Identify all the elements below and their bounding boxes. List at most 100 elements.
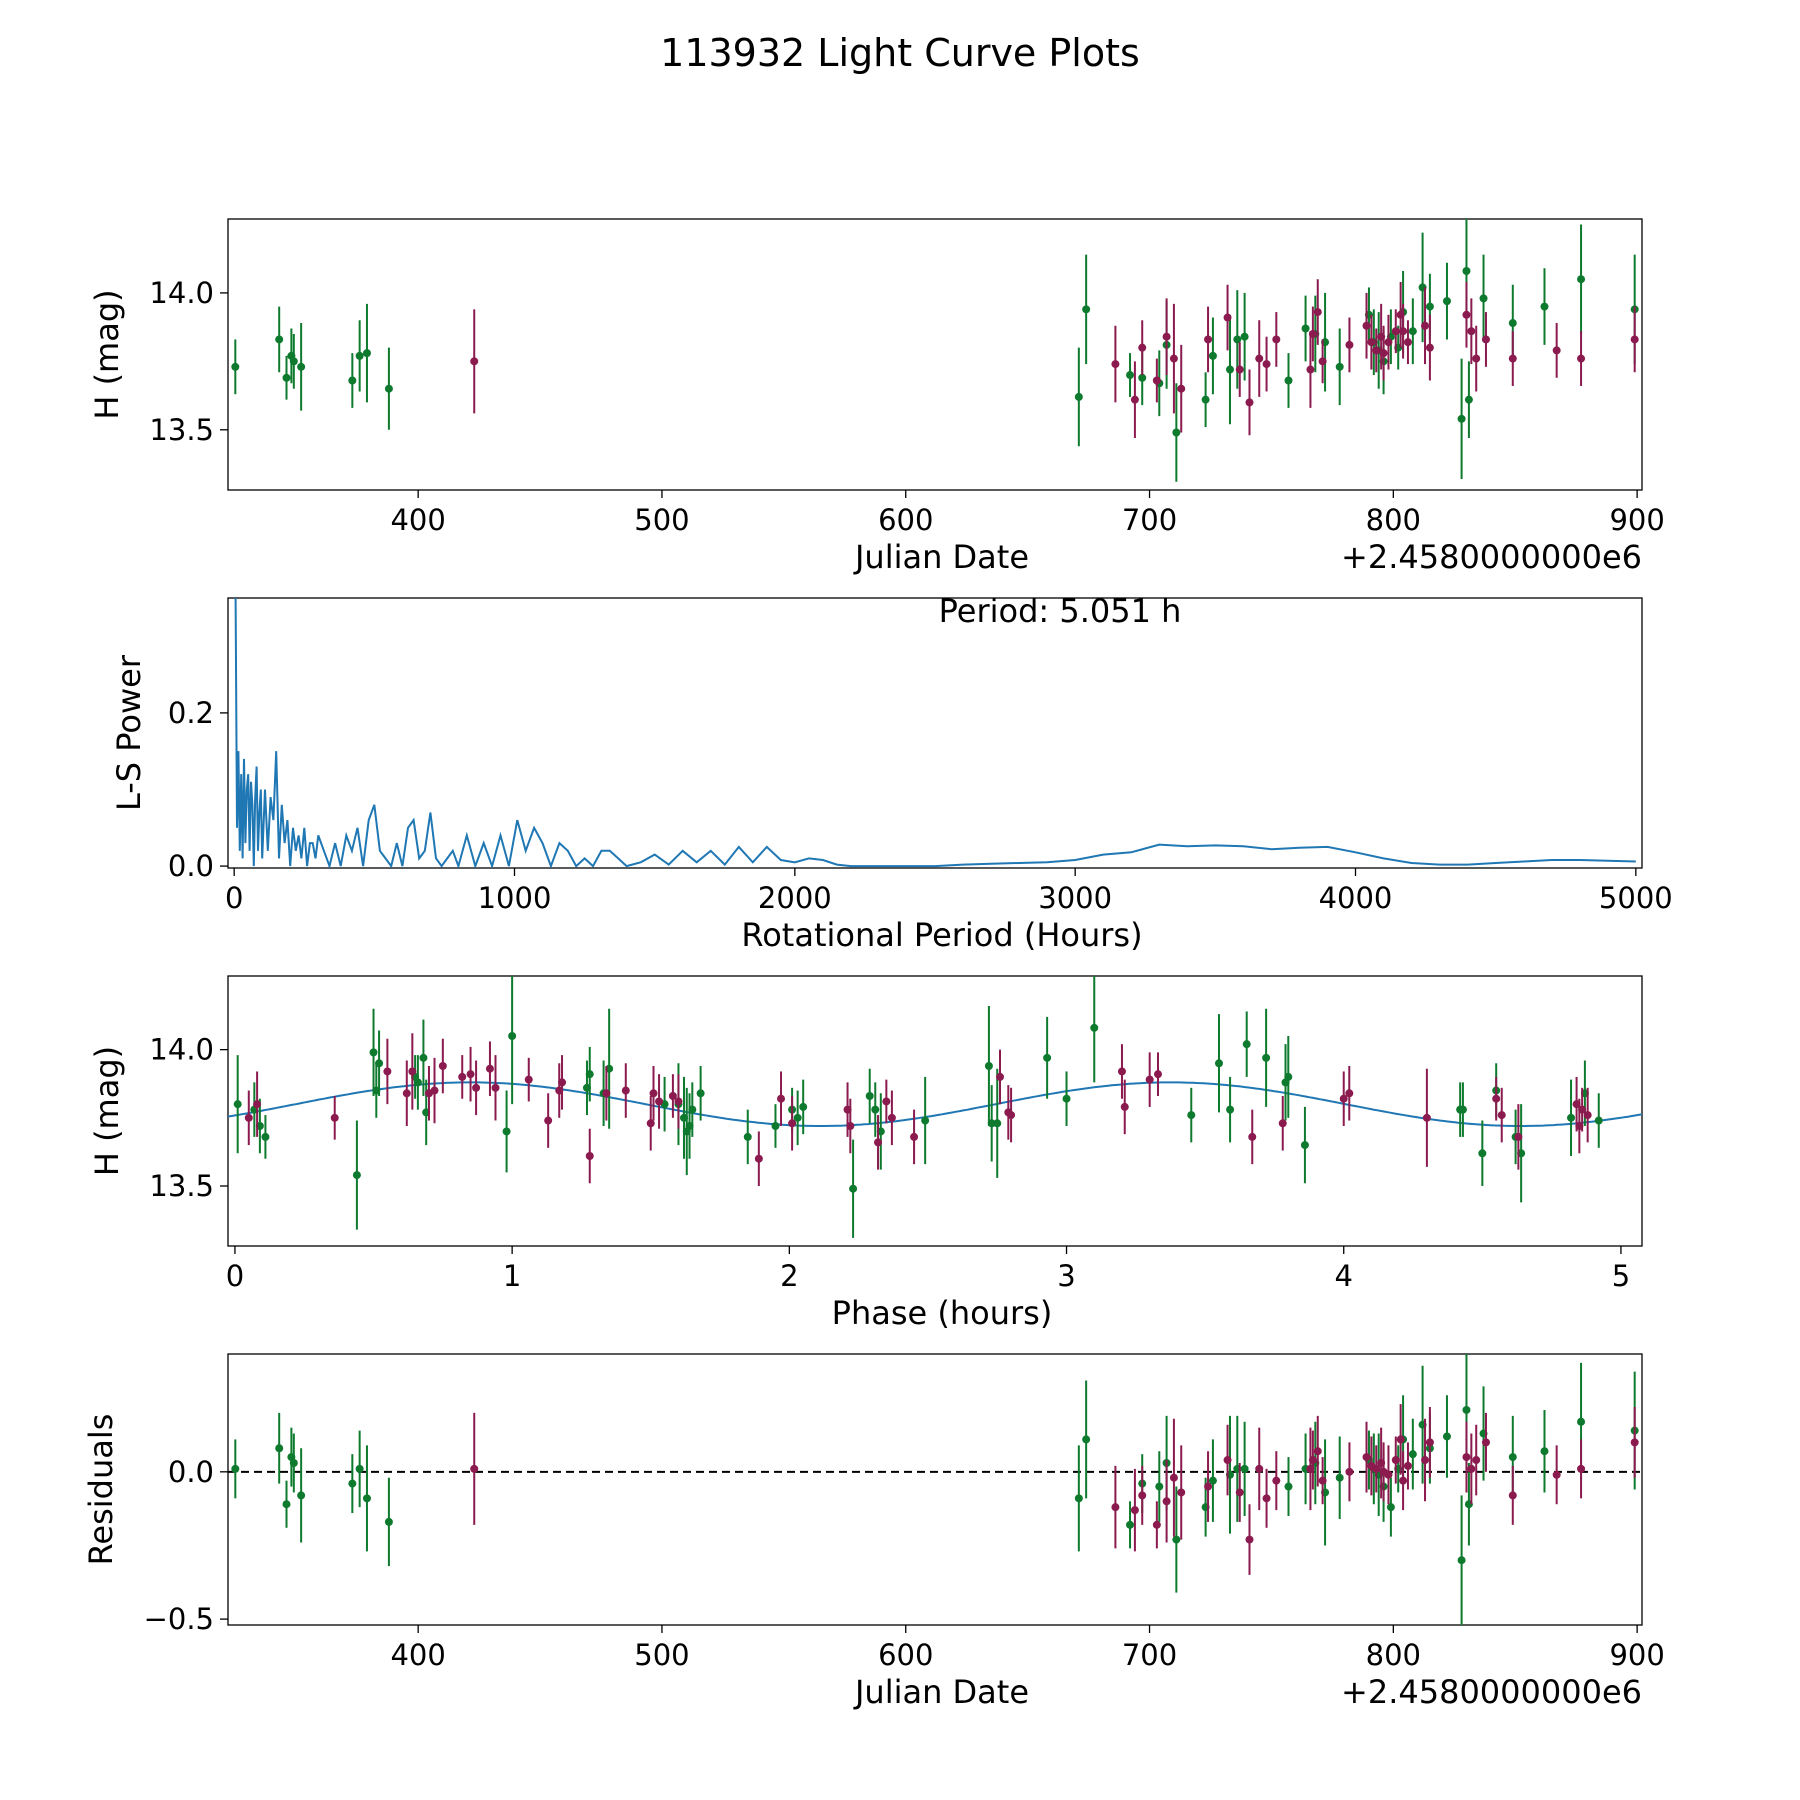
x-tick-label: 600 <box>878 503 933 537</box>
data-point <box>1442 297 1451 306</box>
data-point <box>1169 1473 1178 1482</box>
x-tick-label: 2000 <box>758 881 832 915</box>
data-point <box>1540 1447 1549 1456</box>
data-point <box>788 1119 797 1128</box>
x-axis-label: Phase (hours) <box>832 1294 1053 1332</box>
data-point <box>1577 354 1586 363</box>
series-green <box>231 1354 1639 1625</box>
data-point <box>1457 1556 1466 1565</box>
data-point <box>1318 357 1327 366</box>
x-tick-label: 3 <box>1057 1259 1075 1293</box>
data-point <box>1225 365 1234 374</box>
x-axis-label: Rotational Period (Hours) <box>741 916 1142 954</box>
data-point <box>1154 1070 1163 1079</box>
data-point <box>1472 354 1481 363</box>
data-point <box>491 1083 500 1092</box>
data-point <box>1467 1464 1476 1473</box>
data-point <box>472 1083 481 1092</box>
data-point <box>485 1064 494 1073</box>
data-point <box>1492 1094 1501 1103</box>
data-point <box>1540 302 1549 311</box>
data-point <box>1630 335 1639 344</box>
data-point <box>993 1119 1002 1128</box>
data-point <box>849 1184 858 1193</box>
data-point <box>585 1070 594 1079</box>
x-tick-label: 500 <box>634 1638 689 1672</box>
y-tick-label: 0.0 <box>168 849 214 883</box>
data-point <box>384 1517 393 1526</box>
x-tick-label: 700 <box>1122 503 1177 537</box>
data-point <box>466 1070 475 1079</box>
data-point <box>646 1119 655 1128</box>
data-point <box>402 1089 411 1098</box>
data-point <box>1152 376 1161 385</box>
data-point <box>1345 1467 1354 1476</box>
data-point <box>1508 1453 1517 1462</box>
data-point <box>1422 1113 1431 1122</box>
data-point <box>621 1086 630 1095</box>
data-point <box>1514 1132 1523 1141</box>
data-point <box>1138 373 1147 382</box>
data-point <box>1172 1535 1181 1544</box>
data-point <box>1208 1476 1217 1485</box>
data-point <box>1240 332 1249 341</box>
data-point <box>1462 1405 1471 1414</box>
data-point <box>297 362 306 371</box>
data-point <box>1372 346 1381 355</box>
data-point <box>688 1105 697 1114</box>
data-point <box>413 1078 422 1087</box>
data-point <box>655 1097 664 1106</box>
data-point <box>1577 1417 1586 1426</box>
data-point <box>1111 360 1120 369</box>
data-point <box>375 1059 384 1068</box>
x-tick-label: 5000 <box>1599 881 1673 915</box>
series-purple <box>244 1033 1592 1186</box>
data-point <box>1242 1040 1251 1049</box>
data-point <box>871 1105 880 1114</box>
data-point <box>1145 1075 1154 1084</box>
data-point <box>1386 1503 1395 1512</box>
data-point <box>771 1122 780 1130</box>
data-point <box>1300 1141 1309 1150</box>
data-point <box>1313 308 1322 317</box>
series-green <box>233 976 1603 1238</box>
x-axis-label: Julian Date <box>853 1673 1029 1711</box>
data-point <box>508 1032 517 1040</box>
data-point <box>874 1138 883 1147</box>
data-point <box>1442 1432 1451 1441</box>
data-point <box>1255 354 1264 363</box>
panel-3: 0 1 2 3 4 5 13.5 14.0 Phase (hours) H (mag) <box>88 975 1643 1332</box>
x-offset-label: +2.4580000000e6 <box>1341 1673 1642 1711</box>
data-point <box>330 1113 339 1122</box>
data-point <box>743 1132 752 1141</box>
plot-area <box>234 598 1636 868</box>
x-offset-label: +2.4580000000e6 <box>1341 538 1642 576</box>
data-point <box>1126 371 1135 380</box>
data-point <box>1090 1023 1099 1032</box>
data-point <box>1367 338 1376 347</box>
data-point <box>348 1479 357 1488</box>
data-point <box>231 1464 240 1473</box>
data-point <box>1384 338 1393 347</box>
data-point <box>1408 1450 1417 1459</box>
data-point <box>1082 1435 1091 1444</box>
data-point <box>1577 275 1586 284</box>
data-point <box>1583 1111 1592 1120</box>
data-point <box>1567 1113 1576 1122</box>
data-point <box>1204 1482 1213 1491</box>
data-point <box>348 376 357 385</box>
data-point <box>1421 1456 1430 1465</box>
data-point <box>1074 392 1083 401</box>
data-point <box>1177 384 1186 393</box>
data-point <box>231 362 240 371</box>
x-axis-label: Julian Date <box>853 538 1029 576</box>
data-point <box>1462 310 1471 319</box>
data-point <box>1594 1116 1603 1125</box>
data-point <box>1345 1089 1354 1098</box>
data-point <box>1462 267 1471 276</box>
x-tick-label: 800 <box>1366 503 1421 537</box>
data-point <box>1201 395 1210 404</box>
data-point <box>1313 1447 1322 1456</box>
plot-frame <box>227 975 1643 1247</box>
plot-frame <box>227 1353 1643 1626</box>
